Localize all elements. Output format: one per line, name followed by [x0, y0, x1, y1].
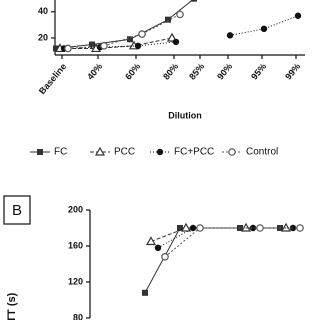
y-axis-title: PTT (s) — [6, 292, 18, 320]
marker — [127, 36, 133, 43]
x-tick-label: 95% — [249, 61, 268, 81]
panel-label: B — [12, 202, 22, 219]
x-tick-label: 40% — [85, 61, 104, 81]
marker — [249, 224, 257, 232]
marker — [134, 42, 142, 50]
marker — [189, 224, 197, 232]
series-line — [60, 37, 173, 49]
legend-marker — [37, 149, 43, 155]
y-tick-label: 80 — [73, 312, 83, 320]
y-tick-label: 40 — [38, 6, 48, 16]
marker — [191, 0, 197, 2]
y-tick-label: 160 — [68, 240, 83, 250]
marker — [64, 44, 72, 53]
x-tick-label: 60% — [123, 61, 142, 81]
legend-label: PCC — [114, 147, 135, 158]
marker — [172, 38, 180, 46]
legend-label: Control — [246, 147, 278, 158]
marker — [100, 42, 108, 50]
y-tick-label: 200 — [68, 204, 83, 214]
marker — [166, 32, 178, 42]
x-tick-label: 80% — [161, 61, 180, 81]
legend-label: FC+PCC — [174, 147, 214, 158]
marker — [294, 12, 302, 19]
marker — [177, 225, 183, 231]
legend-marker — [94, 146, 106, 156]
x-axis-title: Dilution — [168, 110, 202, 120]
marker — [142, 289, 148, 296]
legend-marker — [156, 148, 164, 156]
marker — [180, 222, 192, 232]
series-line — [229, 15, 299, 36]
legend-label: FC — [54, 147, 67, 158]
x-tick-label: Baseline — [37, 61, 68, 96]
marker — [176, 10, 184, 19]
marker — [260, 25, 268, 33]
y-tick-label: 20 — [38, 32, 48, 42]
legend-marker — [228, 148, 236, 156]
marker — [289, 224, 297, 232]
marker — [296, 224, 304, 232]
marker — [196, 224, 204, 232]
marker — [53, 45, 59, 52]
y-tick-label: 120 — [68, 276, 83, 286]
marker — [161, 252, 169, 261]
series-line — [150, 227, 286, 242]
marker — [138, 30, 146, 38]
series-line — [67, 13, 181, 49]
series-line — [63, 41, 177, 49]
marker — [226, 32, 234, 39]
marker — [256, 224, 264, 232]
marker — [154, 244, 162, 251]
marker — [145, 236, 157, 246]
marker — [89, 41, 95, 48]
panel-label-box — [3, 195, 31, 225]
x-tick-label: 90% — [215, 61, 234, 81]
series-line — [164, 227, 300, 258]
series-line — [157, 227, 293, 249]
x-tick-label: 99% — [283, 61, 302, 81]
marker — [165, 16, 171, 23]
x-tick-label: 85% — [187, 61, 206, 81]
